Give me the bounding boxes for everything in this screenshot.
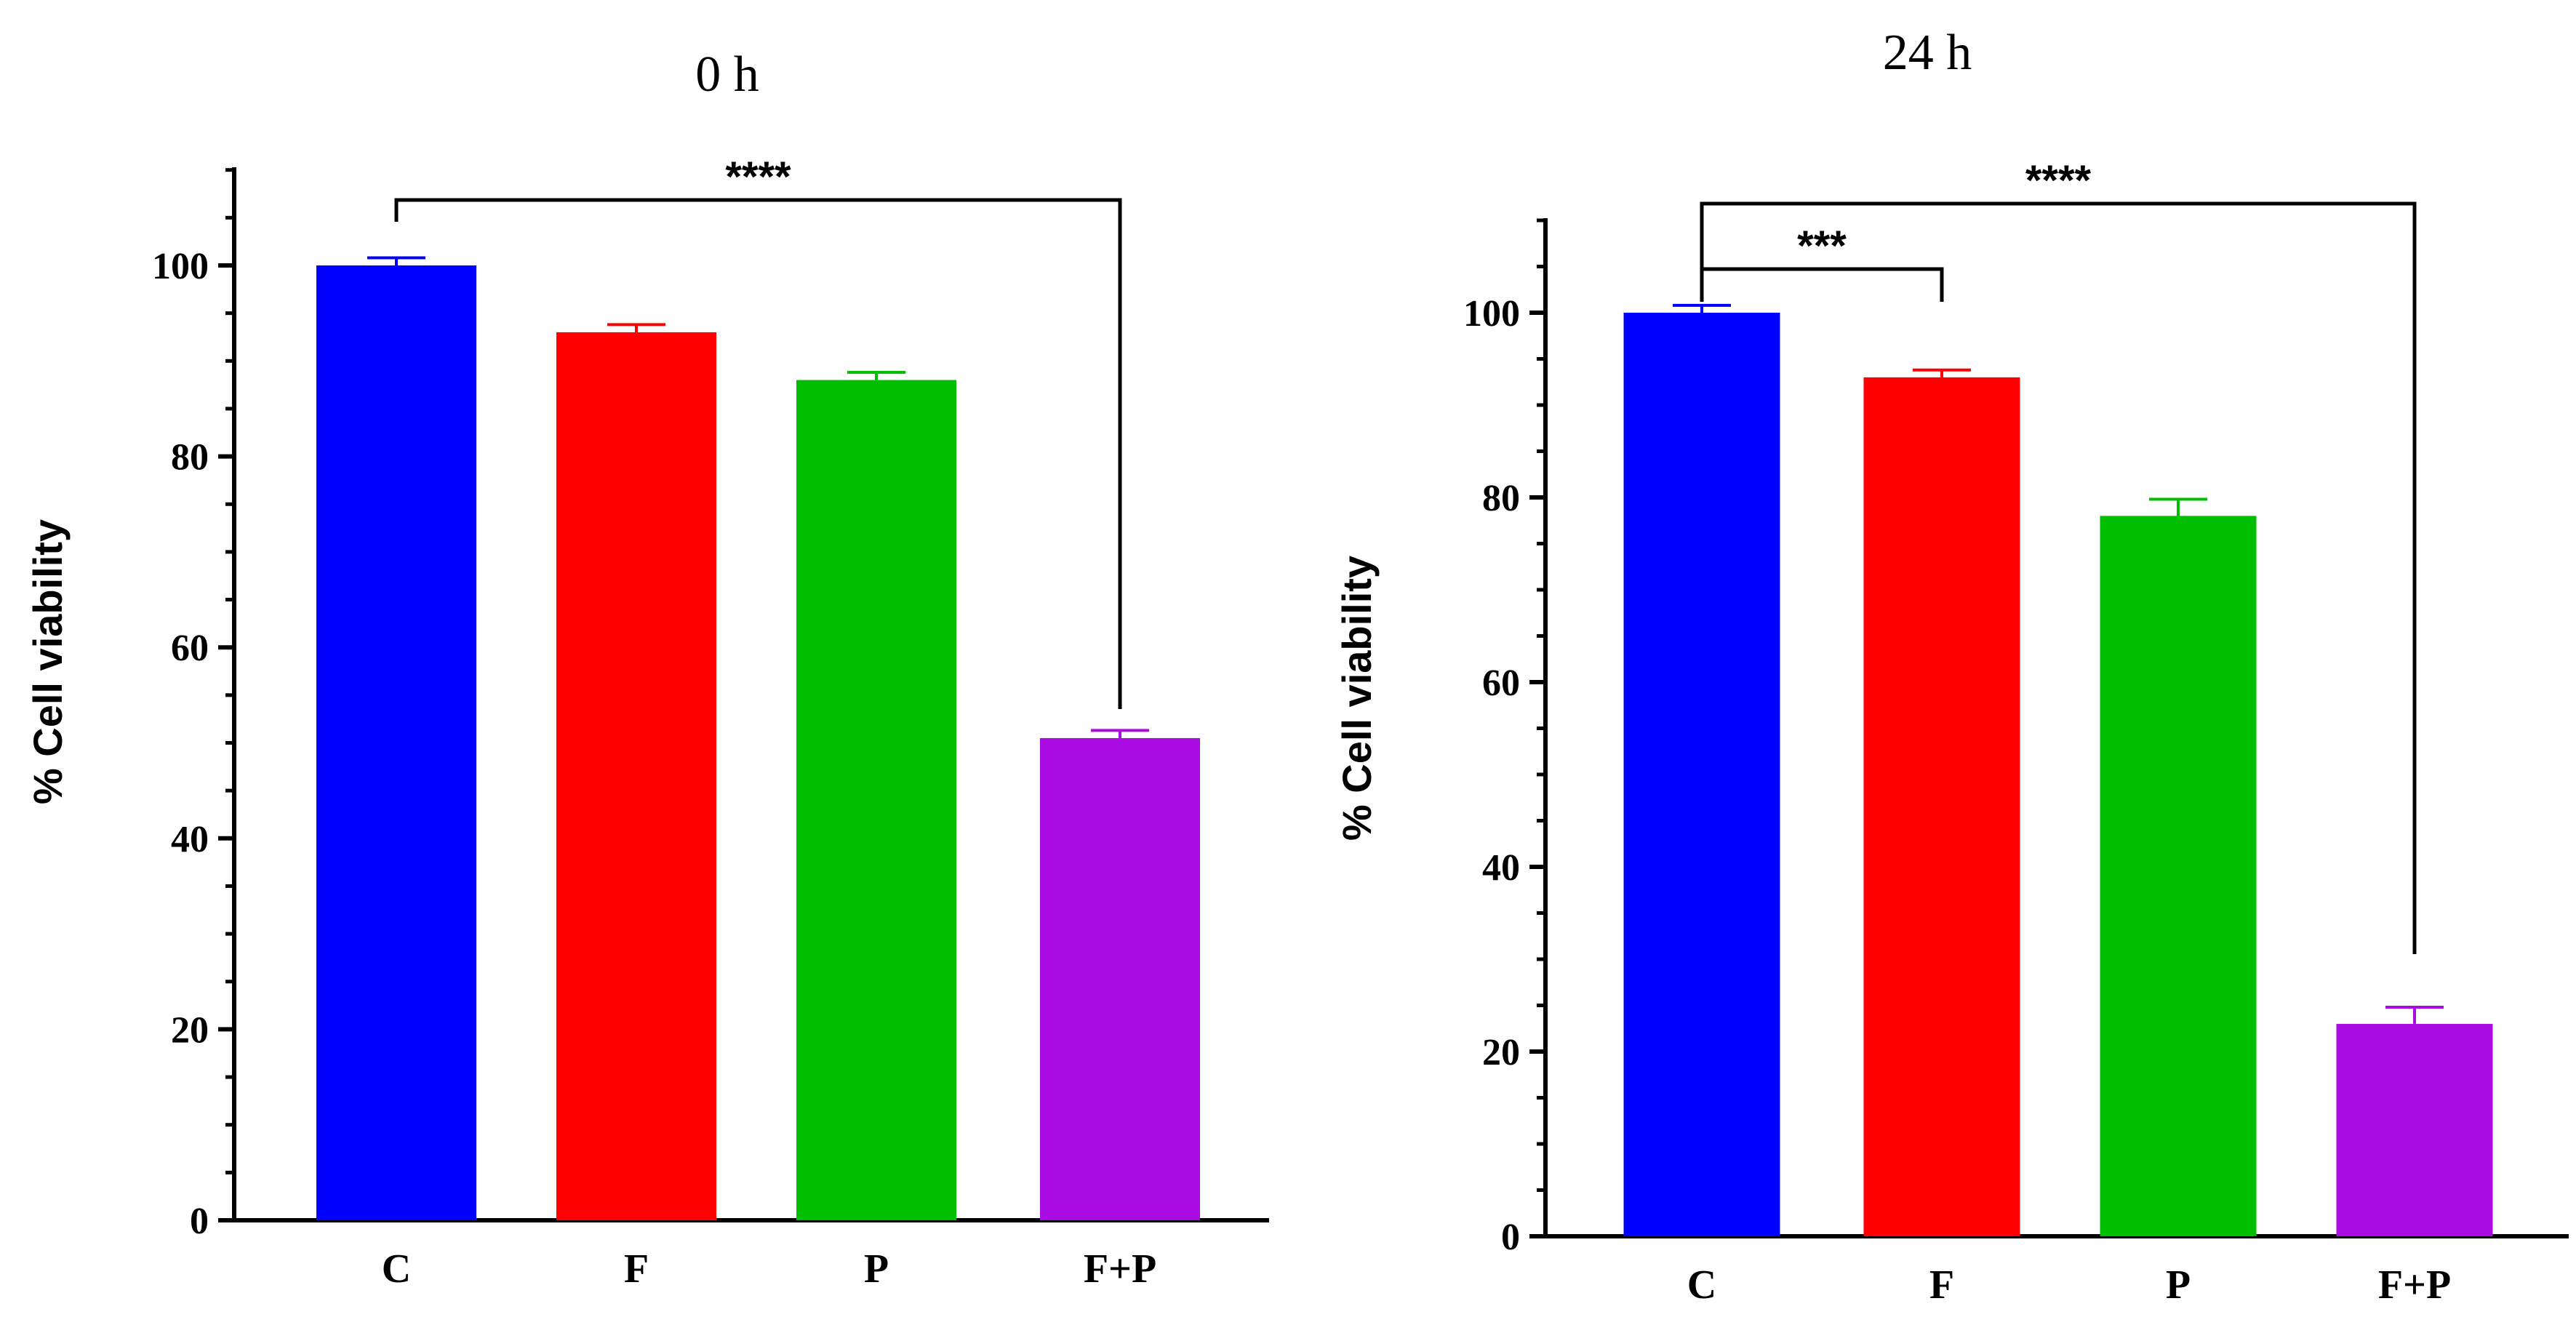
significance-label: *** bbox=[1797, 223, 1847, 270]
x-tick-label: F+P bbox=[1084, 1246, 1156, 1292]
y-tick-label: 80 bbox=[171, 437, 209, 479]
significance-bracket bbox=[394, 198, 1122, 709]
bar-C bbox=[1623, 313, 1780, 1236]
bar-FplusP bbox=[2336, 1023, 2493, 1236]
y-tick-label: 20 bbox=[1482, 1032, 1520, 1073]
x-tick-label: F bbox=[624, 1246, 649, 1292]
bar-F bbox=[1863, 377, 2020, 1236]
y-tick-label: 80 bbox=[1482, 478, 1520, 519]
bar-C bbox=[316, 265, 476, 1220]
significance-label: **** bbox=[2025, 157, 2092, 204]
significance-bracket bbox=[1700, 267, 1944, 302]
significance-bracket bbox=[1700, 201, 2417, 954]
x-tick-label: C bbox=[382, 1246, 411, 1292]
chart-title: 24 h bbox=[1883, 25, 1972, 81]
bar-F bbox=[556, 332, 716, 1220]
y-tick-label: 40 bbox=[171, 819, 209, 860]
x-tick-label: F+P bbox=[2378, 1262, 2451, 1308]
bar-P bbox=[796, 380, 956, 1220]
significance-label: **** bbox=[725, 153, 791, 201]
panel-0h-chart: 0 h % Cell viability 0 20 40 60 80 100 C F P F+P ***… bbox=[25, 47, 1269, 1292]
bar-P bbox=[2100, 516, 2257, 1236]
chart-title: 0 h bbox=[695, 47, 759, 103]
y-tick-label: 60 bbox=[1482, 662, 1520, 704]
y-tick-label: 100 bbox=[1463, 293, 1520, 335]
y-tick-label: 20 bbox=[171, 1009, 209, 1051]
x-tick-label: P bbox=[864, 1246, 889, 1292]
y-axis-label: % Cell viability bbox=[1334, 556, 1380, 841]
x-tick-label: P bbox=[2166, 1262, 2191, 1308]
y-axis-label: % Cell viability bbox=[25, 519, 71, 804]
y-tick-label: 100 bbox=[152, 246, 209, 287]
y-tick-label: 0 bbox=[1501, 1217, 1520, 1258]
x-tick-label: F bbox=[1929, 1262, 1954, 1308]
panel-24h-chart: 24 h % Cell viability 0 20 40 60 80 100 C F P F+P **… bbox=[1334, 25, 2569, 1308]
y-tick-label: 0 bbox=[190, 1201, 209, 1242]
y-tick-label: 60 bbox=[171, 628, 209, 669]
x-tick-label: C bbox=[1687, 1262, 1716, 1308]
y-tick-label: 40 bbox=[1482, 847, 1520, 889]
bar-FplusP bbox=[1040, 737, 1200, 1220]
